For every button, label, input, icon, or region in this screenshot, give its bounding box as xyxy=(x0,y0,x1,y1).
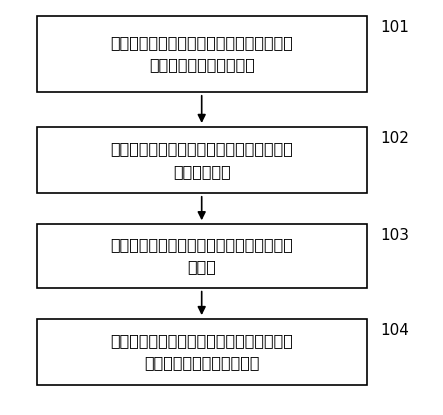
FancyBboxPatch shape xyxy=(37,127,367,193)
Text: 对外观图像进行特征提取，得到外观图像的
图像特征信息: 对外观图像进行特征提取，得到外观图像的 图像特征信息 xyxy=(110,142,293,179)
Text: 基于概率信息与不同收益范围，确定目标虚
拟物品对应的目标收益信息: 基于概率信息与不同收益范围，确定目标虚 拟物品对应的目标收益信息 xyxy=(110,333,293,370)
FancyBboxPatch shape xyxy=(37,16,367,92)
Text: 获取目标游戏中目标虚拟物品在至少一视角
下对应的至少一外观图像: 获取目标游戏中目标虚拟物品在至少一视角 下对应的至少一外观图像 xyxy=(110,35,293,73)
Text: 101: 101 xyxy=(380,20,409,35)
FancyBboxPatch shape xyxy=(37,319,367,385)
Text: 102: 102 xyxy=(380,131,409,146)
Text: 确定图像特征信息归类于不同收益范围的概
率信息: 确定图像特征信息归类于不同收益范围的概 率信息 xyxy=(110,237,293,275)
FancyBboxPatch shape xyxy=(37,224,367,288)
Text: 104: 104 xyxy=(380,323,409,338)
Text: 103: 103 xyxy=(380,228,409,243)
